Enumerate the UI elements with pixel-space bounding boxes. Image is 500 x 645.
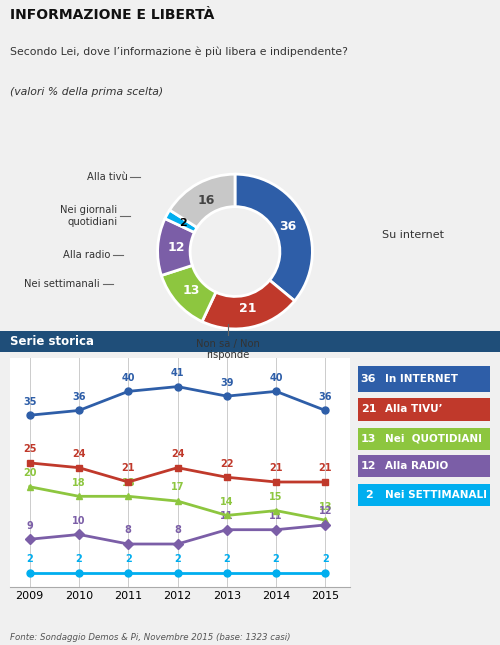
Text: 15: 15 bbox=[270, 492, 283, 502]
Text: Alla tivù: Alla tivù bbox=[86, 172, 128, 183]
Text: 8: 8 bbox=[125, 526, 132, 535]
Text: 40: 40 bbox=[270, 373, 283, 382]
Text: 2: 2 bbox=[125, 554, 132, 564]
Text: 21: 21 bbox=[318, 463, 332, 473]
Text: 24: 24 bbox=[72, 449, 86, 459]
Text: 21: 21 bbox=[239, 303, 256, 315]
Text: (valori % della prima scelta): (valori % della prima scelta) bbox=[10, 87, 163, 97]
Text: Non sa / Non
risponde: Non sa / Non risponde bbox=[196, 339, 260, 360]
Wedge shape bbox=[235, 174, 312, 301]
Text: 8: 8 bbox=[174, 526, 181, 535]
Text: 41: 41 bbox=[171, 368, 184, 378]
Text: 13: 13 bbox=[361, 434, 376, 444]
Text: 21: 21 bbox=[122, 463, 135, 473]
Text: 18: 18 bbox=[122, 478, 135, 488]
Text: 20: 20 bbox=[23, 468, 36, 478]
Text: 12: 12 bbox=[318, 506, 332, 517]
Text: Su internet: Su internet bbox=[382, 230, 444, 241]
Text: Alla RADIO: Alla RADIO bbox=[385, 461, 448, 471]
Wedge shape bbox=[162, 266, 216, 322]
Text: 24: 24 bbox=[171, 449, 184, 459]
Text: INFORMAZIONE E LIBERTÀ: INFORMAZIONE E LIBERTÀ bbox=[10, 8, 214, 23]
Text: 35: 35 bbox=[23, 397, 36, 406]
Text: Serie storica: Serie storica bbox=[10, 335, 94, 348]
Text: Nei  QUOTIDIANI: Nei QUOTIDIANI bbox=[385, 434, 482, 444]
Text: Alla TIVU’: Alla TIVU’ bbox=[385, 404, 442, 414]
Text: 2: 2 bbox=[76, 554, 82, 564]
Wedge shape bbox=[158, 219, 194, 275]
Text: 21: 21 bbox=[361, 404, 376, 414]
Text: 13: 13 bbox=[182, 284, 200, 297]
Text: 21: 21 bbox=[270, 463, 283, 473]
Text: 2: 2 bbox=[322, 554, 328, 564]
Text: 17: 17 bbox=[171, 482, 184, 493]
Text: 2: 2 bbox=[272, 554, 280, 564]
Text: 36: 36 bbox=[361, 373, 376, 384]
Text: Nei giornali
quotidiani: Nei giornali quotidiani bbox=[60, 205, 118, 227]
Text: Secondo Lei, dove l’informazione è più libera e indipendente?: Secondo Lei, dove l’informazione è più l… bbox=[10, 47, 348, 57]
Text: 36: 36 bbox=[318, 392, 332, 402]
Text: 2: 2 bbox=[26, 554, 33, 564]
Text: 13: 13 bbox=[318, 502, 332, 511]
Text: 18: 18 bbox=[72, 478, 86, 488]
Text: 2: 2 bbox=[364, 490, 372, 500]
Text: 2: 2 bbox=[224, 554, 230, 564]
Text: Alla radio: Alla radio bbox=[62, 250, 110, 260]
Text: 10: 10 bbox=[72, 516, 86, 526]
Text: 9: 9 bbox=[26, 521, 33, 531]
Text: 11: 11 bbox=[220, 511, 234, 521]
Text: In INTERNET: In INTERNET bbox=[385, 373, 458, 384]
Wedge shape bbox=[202, 280, 294, 329]
Text: 36: 36 bbox=[280, 220, 297, 233]
Text: Nei SETTIMANALI: Nei SETTIMANALI bbox=[385, 490, 487, 500]
Text: 39: 39 bbox=[220, 377, 234, 388]
Text: Fonte: Sondaggio Demos & Pi, Novembre 2015 (base: 1323 casi): Fonte: Sondaggio Demos & Pi, Novembre 20… bbox=[10, 633, 290, 642]
Text: 40: 40 bbox=[122, 373, 135, 382]
Text: 25: 25 bbox=[23, 444, 36, 454]
Text: 36: 36 bbox=[72, 392, 86, 402]
Text: 22: 22 bbox=[220, 459, 234, 469]
Wedge shape bbox=[170, 174, 235, 228]
Text: 12: 12 bbox=[168, 241, 185, 254]
Text: 16: 16 bbox=[198, 194, 216, 206]
Text: Nei settimanali: Nei settimanali bbox=[24, 279, 100, 289]
Text: 2: 2 bbox=[180, 218, 188, 228]
Wedge shape bbox=[165, 210, 197, 232]
Text: 12: 12 bbox=[361, 461, 376, 471]
Text: 14: 14 bbox=[220, 497, 234, 507]
Text: 11: 11 bbox=[270, 511, 283, 521]
Text: 2: 2 bbox=[174, 554, 181, 564]
